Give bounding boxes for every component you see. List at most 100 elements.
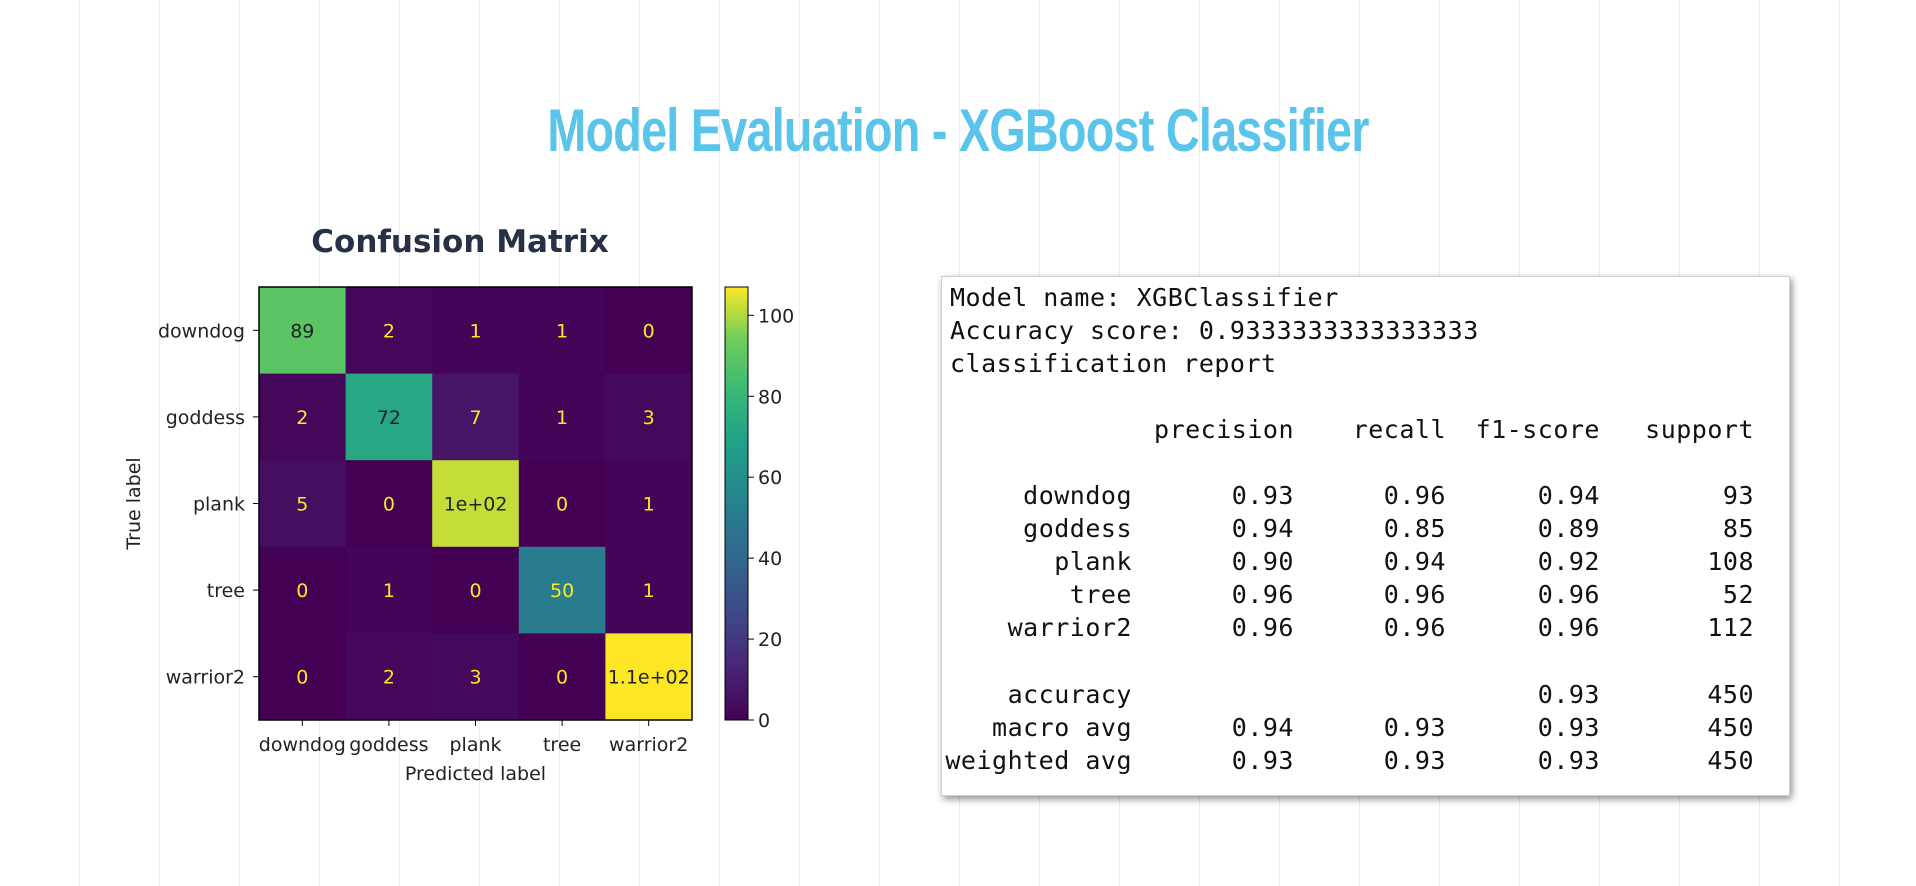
report-row-precision: 0.93 [1231,481,1294,510]
cell-label: 5 [296,494,308,516]
x-tick-label: tree [543,734,581,756]
x-tick-label: downdog [259,734,346,756]
heatmap-cell [259,546,347,634]
accuracy-score-line: Accuracy score: 0.9333333333333333 [950,316,1479,345]
report-row-precision: 0.94 [1231,514,1294,543]
cell-label: 1 [556,320,568,342]
report-row-f1: 0.92 [1537,547,1600,576]
heatmap-cell [259,287,347,375]
report-row-recall: 0.85 [1383,514,1446,543]
report-summary-row-recall: 0.93 [1383,746,1446,775]
y-tick-label: goddess [166,407,245,429]
report-summary-row-precision: 0.94 [1231,713,1294,742]
report-summary-row-label: weighted avg [945,746,1132,775]
x-tick-label: plank [449,734,501,756]
cell-label: 3 [643,407,655,429]
report-row-precision: 0.96 [1231,580,1294,609]
cell-label: 0 [296,667,308,689]
report-row-support: 112 [1707,613,1754,642]
heatmap-cell [259,633,347,721]
colorbar-tick-label: 100 [758,305,794,327]
heatmap-cell [345,460,433,548]
heatmap-cell [605,287,693,375]
report-summary-row-f1: 0.93 [1537,713,1600,742]
report-summary-row-recall: 0.93 [1383,713,1446,742]
cell-label: 1.1e+02 [608,667,690,689]
cell-label: 2 [383,320,395,342]
cell-label: 1e+02 [444,494,508,516]
y-axis-label: True label [123,457,145,550]
cell-label: 7 [469,407,481,429]
report-row-support: 108 [1707,547,1754,576]
report-row-support: 85 [1722,514,1754,543]
report-row-label: goddess [1023,514,1132,543]
report-summary-row-f1: 0.93 [1537,746,1600,775]
cell-label: 89 [290,320,314,342]
report-row-recall: 0.96 [1383,481,1446,510]
report-summary-row-precision: 0.93 [1231,746,1294,775]
y-tick-label: downdog [158,320,245,342]
heatmap-cell [345,633,433,721]
heatmap-cell [345,546,433,634]
report-summary-row-support: 450 [1707,680,1754,709]
heatmap-cell [518,460,606,548]
cell-label: 0 [556,667,568,689]
report-row-precision: 0.90 [1231,547,1294,576]
cell-label: 72 [377,407,401,429]
y-tick-label: warrior2 [166,667,245,689]
report-row-recall: 0.94 [1383,547,1446,576]
cell-label: 1 [643,494,655,516]
colorbar-tick-label: 60 [758,467,782,489]
report-row-precision: 0.96 [1231,613,1294,642]
report-title-line: classification report [950,349,1277,378]
report-row-f1: 0.89 [1537,514,1600,543]
chart-subtitle: Confusion Matrix [311,224,609,260]
x-tick-label: goddess [349,734,428,756]
report-header: f1-score [1475,415,1600,444]
y-tick-label: tree [207,580,245,602]
report-row-f1: 0.94 [1537,481,1600,510]
colorbar-tick-label: 20 [758,629,782,651]
report-summary-row-label: macro avg [992,713,1132,742]
colorbar-tick-label: 40 [758,548,782,570]
report-summary-row-f1: 0.93 [1537,680,1600,709]
report-row-label: tree [1069,580,1132,609]
report-row-support: 52 [1722,580,1754,609]
colorbar [724,286,749,721]
cell-label: 2 [296,407,308,429]
cell-label: 0 [296,580,308,602]
heatmap-cell [605,546,693,634]
cell-label: 1 [556,407,568,429]
heatmap-cell [518,287,606,375]
report-row-label: downdog [1023,481,1132,510]
heatmap-cell [432,287,520,375]
classification-report: Model name: XGBClassifier Accuracy score… [941,276,1790,796]
heatmap-cell [432,546,520,634]
cell-label: 1 [643,580,655,602]
heatmap-cell [259,460,347,548]
report-header: recall [1352,415,1446,444]
heatmap-cell [518,546,606,634]
heatmap-cell [345,287,433,375]
page-title: Model Evaluation - XGBoost Classifier [547,97,1369,164]
cell-label: 0 [556,494,568,516]
cell-label: 2 [383,667,395,689]
y-tick-label: plank [193,494,245,516]
cell-label: 50 [550,580,574,602]
report-row-f1: 0.96 [1537,613,1600,642]
report-summary-row-support: 450 [1707,746,1754,775]
colorbar-tick-label: 0 [758,710,770,732]
cell-label: 0 [383,494,395,516]
report-row-label: plank [1054,547,1132,576]
heatmap-cell [432,373,520,461]
report-row-label: warrior2 [1007,613,1132,642]
heatmap-cell [432,460,520,548]
report-header: precision [1154,415,1294,444]
heatmap-cell [605,633,693,721]
heatmap-cell [605,460,693,548]
cell-label: 1 [469,320,481,342]
report-summary-row-label: accuracy [1007,680,1132,709]
cell-label: 1 [383,580,395,602]
x-axis-label: Predicted label [405,763,546,785]
